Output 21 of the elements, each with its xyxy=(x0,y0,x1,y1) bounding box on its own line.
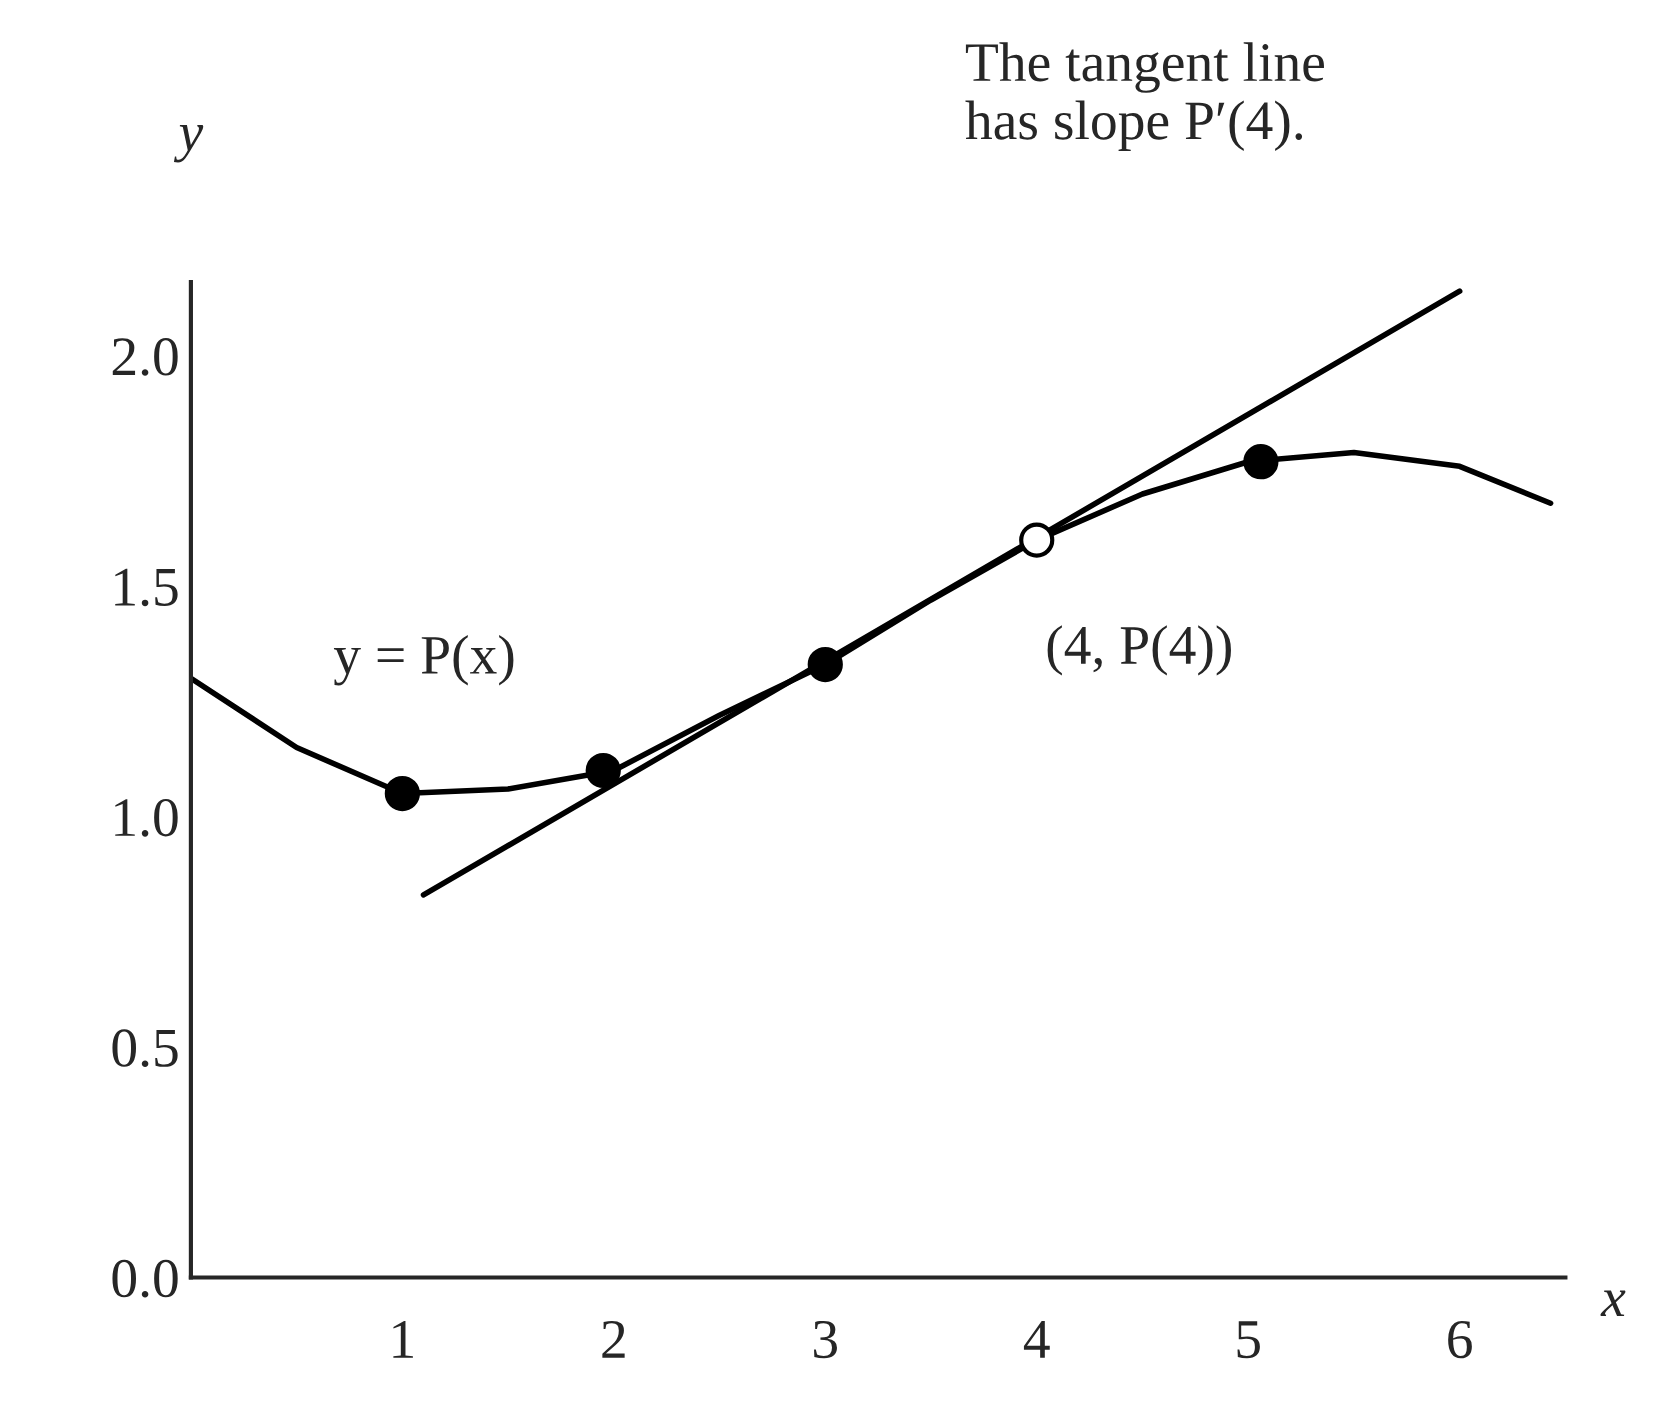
x-tick-label: 2 xyxy=(602,1320,625,1358)
y-axis-title: y xyxy=(173,125,204,163)
y-tick-label: 0.0 xyxy=(112,1259,178,1298)
x-tick-label: 3 xyxy=(814,1320,837,1359)
point xyxy=(807,646,843,683)
y-tick-label: 2.0 xyxy=(112,338,178,376)
y-tick-label: 1.5 xyxy=(115,568,178,607)
point xyxy=(1243,444,1279,480)
annotation: (4, P(4)) xyxy=(1047,625,1231,676)
point xyxy=(585,752,621,789)
point xyxy=(1019,522,1055,558)
x-axis-title: x xyxy=(1600,1290,1626,1317)
annotation: y = P(x) xyxy=(333,635,514,686)
point xyxy=(384,775,420,812)
x-tick-label: 1 xyxy=(393,1321,413,1358)
x-tick-label: 4 xyxy=(1023,1321,1050,1358)
y-tick-label: 1.0 xyxy=(115,798,178,837)
chart-title: The tangent line has slope P′(4). xyxy=(965,42,1324,151)
x-tick-label: 5 xyxy=(1237,1321,1260,1359)
x-tick-label: 6 xyxy=(1448,1320,1472,1359)
y-tick-label: 0.5 xyxy=(112,1029,178,1068)
